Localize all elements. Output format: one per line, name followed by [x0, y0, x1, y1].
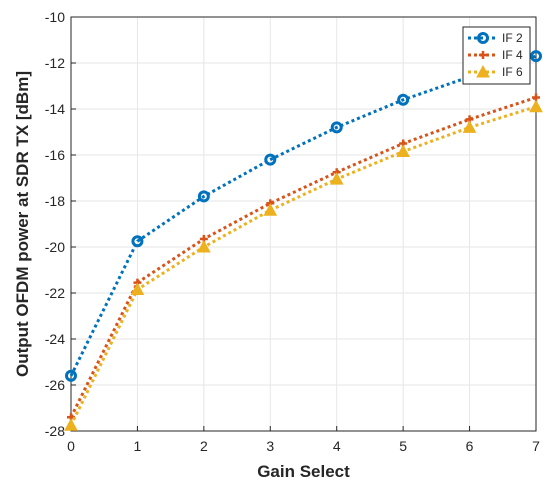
data-point: [264, 153, 277, 166]
x-tick-label: 1: [134, 438, 142, 454]
data-point: [530, 50, 542, 63]
series-line: [69, 105, 537, 426]
y-tick-label: -16: [45, 147, 65, 163]
y-tick-label: -14: [45, 101, 65, 117]
data-point: [130, 282, 145, 296]
data-point: [263, 203, 278, 216]
x-tick-label: 2: [200, 438, 208, 454]
x-tick-label: 7: [532, 438, 540, 454]
series-line: [69, 54, 537, 377]
legend-marker: [476, 64, 490, 78]
data-point: [329, 172, 344, 185]
data-point: [64, 418, 78, 431]
legend-entry: IF 6: [468, 64, 523, 79]
plot-frame: [70, 16, 537, 432]
series-line: [69, 96, 537, 418]
series-layer: [64, 50, 543, 431]
y-tick-label: -28: [45, 423, 65, 439]
x-axis-ticks: 0 1 2 3 4 5 6 7: [67, 426, 540, 454]
y-axis-ticks: -28 -26 -24 -22 -20 -18 -16 -14 -12 -10: [45, 9, 76, 439]
data-point: [131, 235, 144, 248]
legend-marker: [479, 51, 487, 59]
x-tick-label: 3: [266, 438, 274, 454]
y-tick-label: -24: [45, 331, 65, 347]
x-tick-label: 6: [466, 438, 474, 454]
legend-marker: [477, 32, 489, 44]
y-axis-label: Output OFDM power at SDR TX [dBm]: [13, 71, 32, 377]
data-point: [462, 120, 477, 133]
x-tick-label: 4: [333, 438, 341, 454]
legend-entry: IF 4: [468, 48, 523, 62]
legend-entry: IF 2: [468, 31, 523, 45]
data-point: [197, 190, 210, 203]
data-point: [529, 99, 543, 113]
data-point: [330, 121, 343, 134]
data-point: [197, 239, 211, 253]
y-tick-label: -18: [45, 193, 65, 209]
series-3: [64, 99, 543, 431]
data-point: [397, 93, 410, 106]
y-tick-label: -26: [45, 377, 65, 393]
y-tick-label: -12: [45, 55, 65, 71]
data-point: [396, 144, 410, 158]
y-tick-label: -10: [45, 9, 65, 25]
y-tick-label: -20: [45, 239, 65, 255]
legend: IF 2 IF 4 IF 6: [462, 26, 531, 85]
x-tick-label: 0: [67, 438, 75, 454]
legend-label: IF 4: [502, 48, 523, 62]
legend-label: IF 2: [502, 31, 523, 45]
y-tick-label: -22: [45, 285, 65, 301]
x-axis-label: Gain Select: [257, 462, 350, 481]
x-tick-label: 5: [399, 438, 407, 454]
data-point: [65, 369, 77, 382]
legend-label: IF 6: [502, 65, 523, 79]
